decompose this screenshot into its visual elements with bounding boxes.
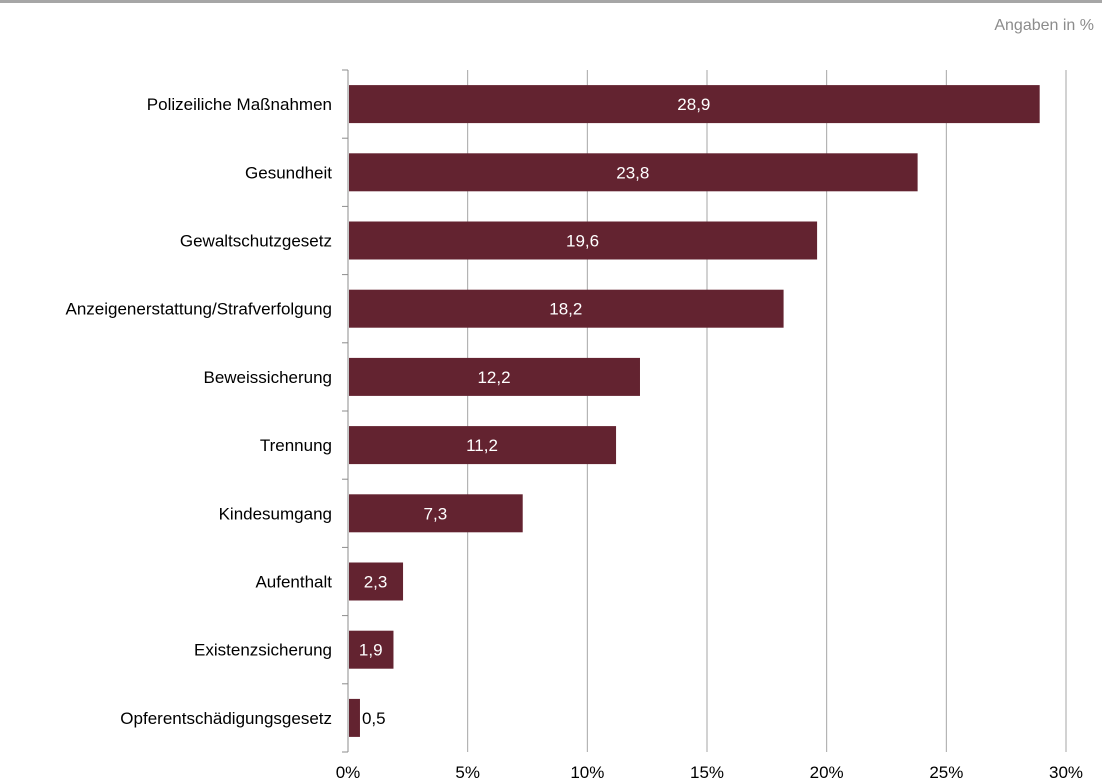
- bar: [349, 85, 1040, 124]
- category-label: Aufenthalt: [255, 573, 332, 592]
- x-tick-label: 20%: [810, 763, 844, 782]
- category-label: Beweissicherung: [203, 368, 332, 387]
- bar: [349, 562, 404, 601]
- data-label: 12,2: [477, 368, 510, 387]
- data-label: 18,2: [549, 300, 582, 319]
- bars: [349, 85, 1040, 737]
- labels: 0% 5% 10% 15% 20% 25% 30% Polizeiliche Maßnahme…: [65, 95, 1083, 782]
- category-label: Existenzsicherung: [194, 641, 332, 660]
- category-label: Kindesumgang: [219, 504, 332, 523]
- data-label: 0,5: [362, 709, 386, 728]
- x-tick-label: 0%: [336, 763, 361, 782]
- x-tick-label: 5%: [455, 763, 480, 782]
- x-tick-label: 30%: [1049, 763, 1083, 782]
- category-label: Gewaltschutzgesetz: [180, 232, 332, 251]
- category-label: Opferentschädigungsgesetz: [120, 709, 332, 728]
- data-label: 2,3: [364, 573, 388, 592]
- data-label: 11,2: [466, 436, 498, 455]
- bar: [349, 426, 617, 465]
- data-label: 7,3: [424, 504, 448, 523]
- data-label: 19,6: [566, 232, 599, 251]
- x-tick-label: 25%: [929, 763, 963, 782]
- category-label: Gesundheit: [245, 163, 332, 182]
- data-label: 1,9: [359, 641, 383, 660]
- data-label: 28,9: [677, 95, 710, 114]
- category-axis: [342, 69, 349, 753]
- x-tick-label: 10%: [570, 763, 604, 782]
- category-label: Anzeigenerstattung/Strafverfolgung: [65, 300, 332, 319]
- top-rule: [0, 0, 1102, 3]
- bar: [349, 221, 818, 260]
- category-label: Polizeiliche Maßnahmen: [147, 95, 332, 114]
- bar: [349, 289, 784, 328]
- category-label: Trennung: [260, 436, 332, 455]
- units-note: Angaben in %: [994, 17, 1094, 34]
- bar: [349, 357, 640, 396]
- bar: [349, 153, 918, 192]
- bar: [349, 494, 523, 533]
- bar: [349, 698, 360, 737]
- x-tick-label: 15%: [690, 763, 724, 782]
- bar: [349, 630, 394, 669]
- data-label: 23,8: [616, 163, 649, 182]
